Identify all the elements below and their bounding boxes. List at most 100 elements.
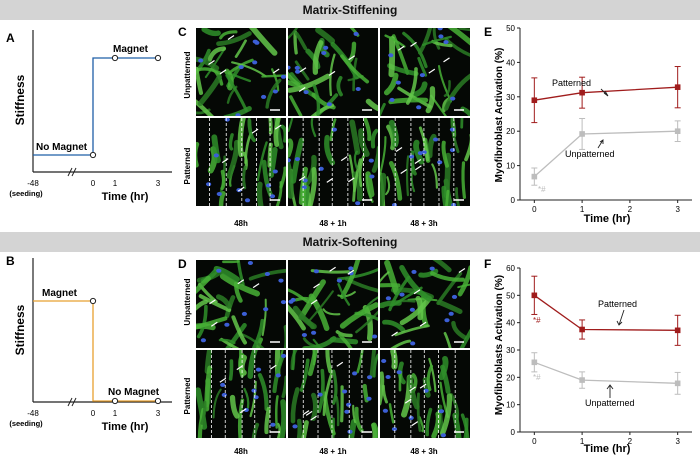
panel-a-no-magnet-label: No Magnet [36, 142, 88, 153]
panel-b-break1 [67, 397, 73, 407]
panel-f-chart: F Myofibroblasts Activation (%) Time (hr… [484, 257, 692, 455]
micrograph-c-patterned-2 [380, 118, 470, 206]
panel-b: B Stiffness -48 0 1 3 (seeding) Time (hr… [6, 254, 172, 433]
panel-f-ytick-label: 0 [511, 428, 516, 437]
panel-e-ytick-label: 0 [511, 196, 516, 205]
panel-d-row-unpatterned: Unpatterned [183, 278, 192, 325]
panel-a-ylabel: Stiffness [13, 74, 27, 125]
panel-a-point-1 [111, 54, 119, 62]
panel-d-letter: D [178, 257, 187, 271]
panel-a-point-3 [154, 54, 162, 62]
panel-a-tick-0: 0 [91, 179, 96, 188]
panel-b-magnet-label: Magnet [42, 288, 78, 299]
panel-e-arrow-unpatterned [597, 139, 604, 149]
micrograph-c-unpatterned-1 [288, 28, 378, 116]
panel-d-col-48h: 48h [234, 447, 248, 456]
panel-a-point-0-low [89, 151, 97, 159]
panel-f-ytick-label: 10 [506, 401, 515, 410]
panel-f-ytick-label: 30 [506, 346, 515, 355]
panel-a-tick-m48: -48 [27, 179, 39, 188]
panel-a: A Stiffness -48 0 1 3 (seeding) Time (hr… [6, 30, 172, 203]
banner-matrix-softening: Matrix-Softening [0, 232, 700, 252]
panel-a-tick-3: 3 [156, 179, 161, 188]
panel-b-xlabel: Time (hr) [102, 421, 149, 433]
panel-e-chart: E Myofibroblast Activation (%) Time (hr)… [484, 24, 692, 225]
panel-f-label-patterned: Patterned [598, 299, 637, 309]
panel-e-arrow-patterned [600, 88, 609, 97]
panel-f-ytick-label: 40 [506, 319, 515, 328]
panel-f-arrow-patterned [616, 309, 625, 326]
micrograph-d-patterned-0 [196, 350, 286, 438]
panel-e-xtick-label: 3 [675, 205, 680, 214]
panel-b-ylabel: Stiffness [13, 304, 27, 355]
panel-e-series-patterned-point [579, 89, 585, 96]
panel-a-seeding: (seeding) [9, 189, 43, 198]
panel-f-ytick-label: 60 [506, 264, 515, 273]
panel-e-xtick-label: 0 [532, 205, 537, 214]
micrograph-c-unpatterned-2 [380, 28, 470, 116]
panel-b-point-1 [111, 397, 119, 405]
micrograph-d-patterned-2 [380, 350, 470, 438]
micrograph-c-patterned-0 [196, 118, 286, 206]
panel-c-letter: C [178, 25, 187, 39]
panel-f-xtick-label: 0 [532, 437, 537, 446]
panel-e-series-unpatterned-point [674, 128, 681, 134]
panel-e-ytick-label: 40 [506, 58, 515, 67]
panel-e-ylabel: Myofibroblast Activation (%) [494, 48, 505, 183]
panel-e-series-unpatterned-point [579, 131, 585, 137]
panel-b-tick-m48: -48 [27, 409, 39, 418]
panel-b-letter: B [6, 254, 15, 268]
panel-a-letter: A [6, 31, 15, 45]
banner-matrix-stiffening: Matrix-Stiffening [0, 0, 700, 20]
panel-a-xlabel: Time (hr) [102, 191, 149, 203]
panel-b-seeding: (seeding) [9, 419, 43, 428]
panel-c-row-unpatterned: Unpatterned [183, 51, 192, 98]
panel-f-series-patterned-point [674, 327, 681, 334]
panel-e-ytick-label: 50 [506, 24, 515, 33]
panel-b-point-3 [154, 397, 162, 405]
panel-a-stiffness-line [33, 57, 158, 156]
panel-f-series-unpatterned-point [531, 359, 538, 366]
panel-a-break1 [67, 167, 73, 177]
panel-f-significance-patterned: *# [533, 316, 541, 325]
panel-f-ytick-label: 50 [506, 291, 515, 300]
panel-f-arrow-unpatterned [606, 384, 614, 398]
panel-e-xtick-label: 2 [628, 205, 633, 214]
panel-e-xtick-label: 1 [580, 205, 585, 214]
panel-b-stiffness-line [33, 300, 158, 402]
panel-e-label-patterned: Patterned [552, 78, 591, 88]
panel-f-series-unpatterned-point [579, 377, 585, 383]
panel-e-letter: E [484, 25, 492, 39]
panel-c-col-48-3h: 48 + 3h [410, 219, 437, 228]
panel-f-letter: F [484, 257, 491, 271]
panel-f-series-unpatterned-point [674, 380, 681, 387]
panel-c-col-48h: 48h [234, 219, 248, 228]
panel-f-xtick-label: 1 [580, 437, 585, 446]
panel-e-label-unpatterned: Unpatterned [565, 149, 615, 159]
panel-e-xlabel: Time (hr) [584, 213, 631, 225]
micrograph-d-patterned-1 [288, 350, 378, 438]
panel-f-xtick-label: 2 [628, 437, 633, 446]
micrograph-d-unpatterned-1 [288, 260, 378, 348]
panel-f-ylabel: Myofibroblasts Activation (%) [494, 275, 505, 415]
panel-a-break2 [71, 167, 77, 177]
panel-f-xtick-label: 3 [675, 437, 680, 446]
panel-d-row-patterned: Patterned [183, 377, 192, 414]
panel-f-series-unpatterned-line [534, 361, 678, 384]
panel-f-xlabel: Time (hr) [584, 443, 631, 455]
panel-c-row-patterned: Patterned [183, 147, 192, 184]
panel-d-col-48-3h: 48 + 3h [410, 447, 437, 456]
panel-e-ytick-label: 10 [506, 162, 515, 171]
micrograph-d-unpatterned-0 [196, 260, 286, 348]
panel-f-ytick-label: 20 [506, 373, 515, 382]
panel-e-ytick-label: 30 [506, 93, 515, 102]
panel-c-labels: C Unpatterned Patterned 48h 48 + 1h 48 +… [178, 25, 438, 228]
panel-e-series-patterned-point [531, 97, 538, 104]
panel-d-col-48-1h: 48 + 1h [319, 447, 346, 456]
panel-b-tick-1: 1 [113, 409, 118, 418]
panel-e-series-patterned-point [674, 84, 681, 90]
panel-f-series-patterned-point [531, 292, 538, 299]
panel-b-point-0-high [89, 297, 97, 305]
panel-e-ytick-label: 20 [506, 127, 515, 136]
